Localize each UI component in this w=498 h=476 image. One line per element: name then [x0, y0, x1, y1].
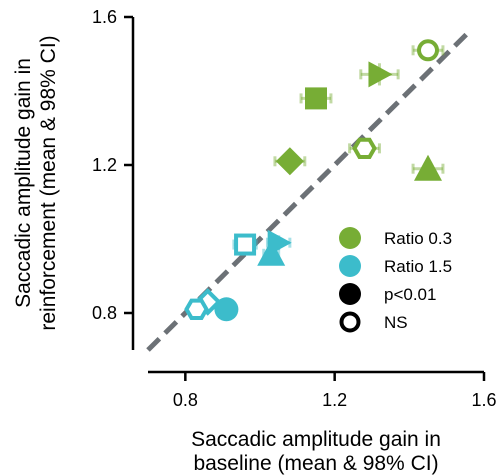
data-point	[348, 137, 381, 159]
y-axis-title: reinforcement (mean & 98% CI)	[37, 35, 60, 330]
x-axis: 0.8 1.2 1.6	[148, 370, 497, 410]
data-point	[257, 239, 286, 266]
y-tick-label: 0.8	[92, 303, 117, 323]
x-tick-label: 0.8	[173, 390, 198, 410]
marker-triangle-up	[414, 154, 442, 181]
legend-marker	[339, 311, 361, 333]
legend-marker	[339, 227, 361, 249]
marker-triangle-right	[368, 61, 393, 88]
legend-marker	[339, 255, 361, 277]
marker-hexagon	[352, 137, 377, 159]
marker-circle	[417, 39, 439, 62]
legend-label: Ratio 0.3	[384, 229, 452, 248]
x-tick-label: 1.6	[471, 390, 496, 410]
data-point	[184, 298, 209, 320]
x-tick-label: 1.2	[322, 390, 347, 410]
legend-label: NS	[384, 313, 408, 332]
data-point	[193, 288, 222, 316]
y-tick-label: 1.6	[92, 7, 117, 27]
marker-circle	[214, 297, 239, 322]
data-point	[232, 233, 258, 256]
legend-marker	[339, 283, 361, 305]
data-point	[273, 147, 307, 176]
y-axis-title: Saccadic amplitude gain in	[12, 58, 35, 308]
marker-square	[305, 87, 327, 110]
data-point	[411, 154, 445, 181]
data-point	[411, 39, 445, 62]
x-axis-title: Saccadic amplitude gain in	[191, 428, 441, 451]
y-tick-label: 1.2	[92, 155, 117, 175]
x-axis-title: baseline (mean & 98% CI)	[193, 452, 438, 475]
data-points	[184, 39, 445, 322]
legend-label: p<0.01	[384, 285, 436, 304]
data-point	[214, 297, 239, 322]
marker-diamond	[275, 147, 304, 176]
marker-triangle-up	[257, 239, 286, 266]
data-point	[299, 87, 333, 110]
marker-square	[234, 233, 257, 256]
legend: Ratio 0.3 Ratio 1.5 p<0.01 NS	[339, 227, 452, 333]
marker-hexagon	[184, 298, 209, 320]
data-point	[359, 61, 400, 88]
legend-label: Ratio 1.5	[384, 257, 452, 276]
y-axis: 0.8 1.2 1.6	[92, 7, 135, 350]
